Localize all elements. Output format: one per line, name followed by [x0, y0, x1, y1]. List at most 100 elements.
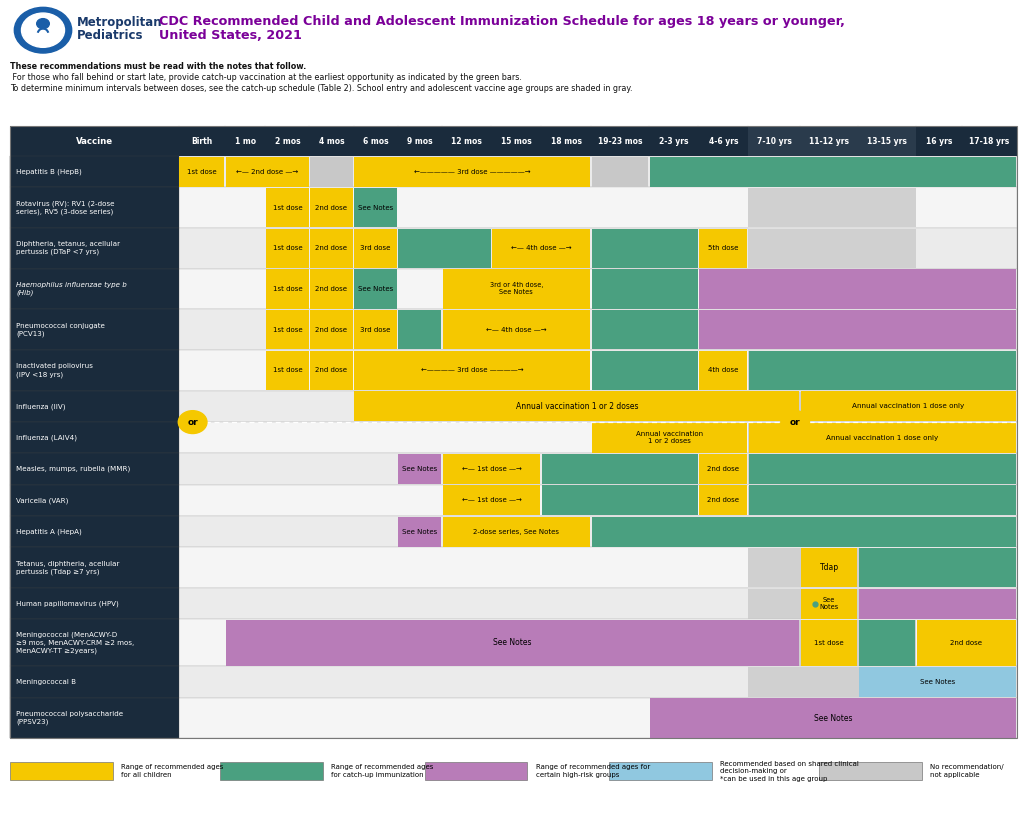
Bar: [649, 698, 1016, 738]
Text: 5th dose: 5th dose: [708, 246, 738, 251]
Bar: [801, 548, 857, 588]
Text: ←— 4th dose —→: ←— 4th dose —→: [511, 246, 571, 251]
Bar: [858, 126, 915, 156]
Text: See Notes: See Notes: [402, 466, 437, 472]
Text: ←— 1st dose —→: ←— 1st dose —→: [462, 466, 521, 472]
Bar: [10, 309, 178, 350]
Text: Hepatitis A (HepA): Hepatitis A (HepA): [16, 529, 82, 535]
Bar: [858, 486, 915, 515]
Bar: [749, 351, 1016, 390]
Text: To determine minimum intervals between doses, see the catch-up schedule (Table 2: To determine minimum intervals between d…: [10, 83, 633, 93]
Text: Birth: Birth: [191, 136, 213, 146]
Text: Human papillomavirus (HPV): Human papillomavirus (HPV): [16, 601, 119, 607]
Bar: [749, 392, 801, 421]
Bar: [226, 620, 800, 666]
Text: For those who fall behind or start late, provide catch-up vaccination at the ear: For those who fall behind or start late,…: [10, 73, 522, 82]
Text: 2nd dose: 2nd dose: [708, 498, 739, 503]
Bar: [699, 486, 748, 516]
Text: 1st dose: 1st dose: [272, 326, 302, 333]
Text: Hepatitis B (HepB): Hepatitis B (HepB): [16, 168, 82, 175]
Bar: [10, 126, 1017, 738]
Bar: [749, 351, 801, 390]
Bar: [10, 268, 1017, 309]
Bar: [10, 667, 178, 698]
Bar: [858, 455, 915, 484]
Bar: [310, 269, 352, 308]
Bar: [699, 310, 1016, 349]
Bar: [310, 188, 352, 227]
Bar: [801, 455, 858, 484]
Circle shape: [178, 410, 207, 433]
Bar: [592, 517, 1016, 547]
Bar: [858, 310, 915, 349]
Circle shape: [22, 13, 65, 47]
Bar: [801, 589, 858, 619]
Text: No recommendation/
not applicable: No recommendation/ not applicable: [930, 765, 1004, 778]
Bar: [858, 548, 915, 588]
Bar: [699, 351, 748, 390]
Text: CDC Recommended Child and Adolescent Immunization Schedule for ages 18 years or : CDC Recommended Child and Adolescent Imm…: [159, 15, 845, 28]
Bar: [749, 454, 1016, 484]
Bar: [699, 269, 1016, 308]
Bar: [542, 486, 697, 516]
Bar: [801, 228, 858, 268]
Bar: [10, 667, 1017, 698]
Text: 9 mos: 9 mos: [407, 136, 432, 146]
Bar: [179, 157, 224, 187]
Bar: [858, 392, 915, 421]
Bar: [10, 619, 178, 667]
Bar: [819, 762, 922, 780]
Bar: [858, 620, 915, 666]
Bar: [858, 698, 915, 738]
Bar: [226, 157, 308, 187]
Text: United States, 2021: United States, 2021: [159, 29, 302, 42]
Text: See Notes: See Notes: [358, 205, 393, 211]
Bar: [10, 391, 1017, 422]
Bar: [310, 228, 352, 268]
Text: ←———— 3rd dose ————→: ←———— 3rd dose ————→: [421, 367, 523, 374]
Bar: [10, 422, 178, 454]
Text: These recommendations must be read with the notes that follow.: These recommendations must be read with …: [10, 62, 306, 72]
Bar: [609, 762, 712, 780]
Text: 2nd dose: 2nd dose: [315, 367, 347, 374]
Bar: [859, 548, 1016, 588]
Text: See Notes: See Notes: [358, 286, 393, 292]
Bar: [801, 126, 858, 156]
Bar: [0, 0, 1024, 61]
Bar: [10, 548, 178, 588]
Bar: [592, 310, 697, 349]
Bar: [916, 620, 1016, 666]
Bar: [858, 423, 915, 453]
Text: Inactivated poliovirus
(IPV <18 yrs): Inactivated poliovirus (IPV <18 yrs): [16, 363, 93, 378]
Text: 1st dose: 1st dose: [272, 205, 302, 211]
Bar: [10, 454, 1017, 485]
Bar: [10, 762, 113, 780]
Bar: [354, 157, 590, 187]
Bar: [859, 589, 1016, 619]
Bar: [749, 157, 801, 186]
Bar: [310, 157, 352, 187]
Bar: [10, 548, 1017, 588]
Bar: [10, 516, 1017, 548]
Text: Tdap: Tdap: [819, 563, 839, 572]
Bar: [749, 310, 801, 349]
Bar: [442, 517, 590, 547]
Bar: [859, 667, 1016, 697]
Text: See
Notes: See Notes: [819, 597, 839, 610]
Bar: [801, 392, 1016, 421]
Text: Vaccine: Vaccine: [76, 136, 113, 146]
Text: 1st dose: 1st dose: [814, 640, 844, 646]
Bar: [10, 698, 178, 738]
Bar: [699, 454, 748, 484]
Bar: [749, 486, 801, 515]
Bar: [801, 157, 858, 186]
Text: Pneumococcal conjugate
(PCV13): Pneumococcal conjugate (PCV13): [16, 322, 105, 337]
Bar: [749, 486, 1016, 516]
Text: 17-18 yrs: 17-18 yrs: [970, 136, 1010, 146]
Bar: [801, 269, 858, 308]
Text: 3rd dose: 3rd dose: [360, 326, 391, 333]
Bar: [442, 486, 541, 516]
Bar: [10, 350, 178, 391]
Bar: [749, 455, 801, 484]
Bar: [398, 228, 490, 268]
